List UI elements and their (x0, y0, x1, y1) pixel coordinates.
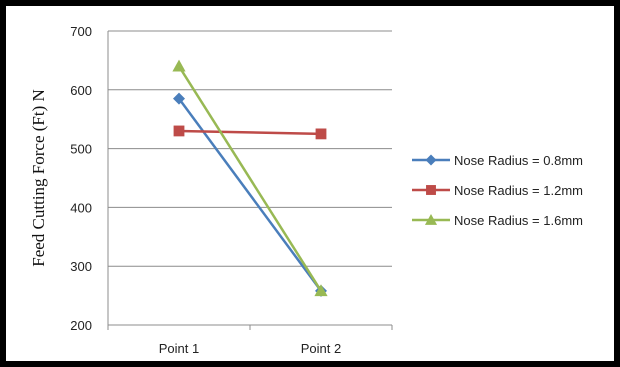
legend-label: Nose Radius = 1.2mm (454, 183, 583, 198)
y-tick-label: 700 (70, 24, 92, 39)
data-point (314, 284, 328, 297)
series-2 (173, 125, 327, 140)
y-tick-label: 200 (70, 318, 92, 333)
x-tick-label: Point 1 (159, 341, 199, 356)
series-line (177, 97, 323, 292)
series-line (177, 65, 323, 292)
legend-label: Nose Radius = 1.6mm (454, 213, 583, 228)
legend-entry: Nose Radius = 1.6mm (412, 213, 583, 228)
series-group (172, 59, 328, 297)
series-line (178, 129, 322, 136)
x-axis-ticks: Point 1 Point 2 (107, 325, 393, 356)
legend: Nose Radius = 0.8mm Nose Radius = 1.2mm No… (412, 153, 583, 228)
y-tick-label: 600 (70, 83, 92, 98)
y-tick-label: 500 (70, 142, 92, 157)
legend-marker (426, 185, 436, 195)
legend-label: Nose Radius = 0.8mm (454, 153, 583, 168)
x-tick-label: Point 2 (301, 341, 341, 356)
series-3 (172, 59, 328, 297)
legend-entry: Nose Radius = 0.8mm (412, 153, 583, 168)
y-axis-ticks: 200 300 400 500 600 700 (70, 24, 92, 333)
data-point (315, 128, 327, 140)
y-tick-label: 300 (70, 259, 92, 274)
gridlines (107, 30, 392, 326)
data-point (172, 59, 186, 72)
legend-entry: Nose Radius = 1.2mm (412, 183, 583, 198)
data-point (173, 92, 185, 105)
y-axis-label: Feed Cutting Force (Ft) N (29, 89, 48, 267)
data-point (173, 125, 185, 137)
legend-marker (425, 154, 437, 166)
y-tick-label: 400 (70, 200, 92, 215)
legend-marker (424, 213, 438, 225)
